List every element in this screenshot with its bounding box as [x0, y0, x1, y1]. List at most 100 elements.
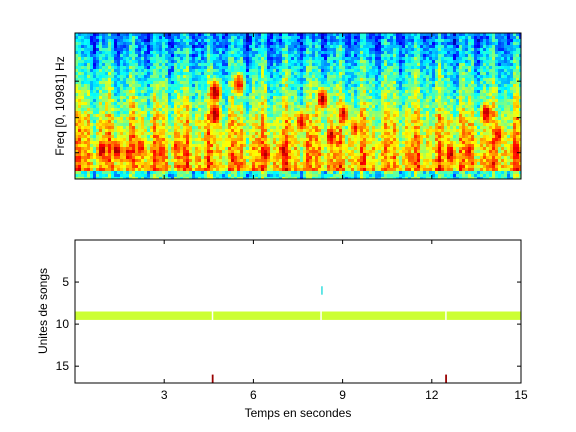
spectrogram-cell: [189, 135, 192, 138]
spectrogram-cell: [102, 48, 105, 51]
spectrogram-cell: [174, 39, 177, 42]
spectrogram-cell: [186, 120, 189, 123]
spectrogram-cell: [318, 123, 321, 126]
spectrogram-cell: [141, 48, 144, 51]
spectrogram-cell: [339, 81, 342, 84]
spectrogram-cell: [330, 174, 333, 177]
spectrogram-cell: [297, 126, 300, 129]
spectrogram-cell: [285, 96, 288, 99]
spectrogram-cell: [261, 168, 264, 171]
spectrogram-cell: [336, 75, 339, 78]
spectrogram-cell: [357, 93, 360, 96]
spectrogram-cell: [216, 90, 219, 93]
spectrogram-cell: [87, 75, 90, 78]
spectrogram-cell: [366, 102, 369, 105]
spectrogram-cell: [198, 99, 201, 102]
spectrogram-cell: [195, 159, 198, 162]
spectrogram-cell: [273, 147, 276, 150]
spectrogram-cell: [366, 114, 369, 117]
spectrogram-cell: [267, 168, 270, 171]
spectrogram-cell: [156, 105, 159, 108]
spectrogram-cell: [141, 126, 144, 129]
spectrogram-cell: [315, 60, 318, 63]
spectrogram-cell: [165, 102, 168, 105]
spectrogram-cell: [126, 57, 129, 60]
spectrogram-cell: [306, 156, 309, 159]
spectrogram-cell: [315, 48, 318, 51]
spectrogram-cell: [192, 153, 195, 156]
spectrogram-cell: [123, 36, 126, 39]
spectrogram-cell: [162, 36, 165, 39]
spectrogram-cell: [144, 135, 147, 138]
spectrogram-cell: [234, 114, 237, 117]
spectrogram-cell: [123, 81, 126, 84]
spectrogram-cell: [309, 168, 312, 171]
spectrogram-cell: [225, 90, 228, 93]
spectrogram-cell: [366, 168, 369, 171]
spectrogram-cell: [93, 57, 96, 60]
spectrogram-cell: [261, 138, 264, 141]
spectrogram-cell: [156, 153, 159, 156]
spectrogram-cell: [363, 102, 366, 105]
spectrogram-cell: [75, 129, 78, 132]
spectrogram-cell: [342, 84, 345, 87]
spectrogram-cell: [255, 114, 258, 117]
spectrogram-cell: [330, 102, 333, 105]
spectrogram-cell: [342, 102, 345, 105]
spectrogram-cell: [114, 129, 117, 132]
spectrogram-cell: [324, 150, 327, 153]
spectrogram-cell: [249, 132, 252, 135]
spectrogram-cell: [168, 135, 171, 138]
spectrogram-cell: [375, 129, 378, 132]
spectrogram-cell: [225, 168, 228, 171]
spectrogram-cell: [243, 144, 246, 147]
spectrogram-cell: [327, 150, 330, 153]
spectrogram-cell: [234, 156, 237, 159]
spectrogram-cell: [291, 93, 294, 96]
spectrogram-cell: [288, 93, 291, 96]
spectrogram-cell: [231, 51, 234, 54]
spectrogram-cell: [288, 72, 291, 75]
spectrogram-cell: [273, 120, 276, 123]
spectrogram-cell: [252, 114, 255, 117]
spectrogram-cell: [120, 93, 123, 96]
spectrogram-cell: [267, 36, 270, 39]
spectrogram-cell: [120, 102, 123, 105]
spectrogram-cell: [345, 141, 348, 144]
spectrogram-cell: [288, 33, 291, 36]
spectrogram-cell: [204, 33, 207, 36]
spectrogram-cell: [156, 126, 159, 129]
spectrogram-cell: [366, 165, 369, 168]
spectrogram-cell: [168, 141, 171, 144]
spectrogram-cell: [90, 81, 93, 84]
spectrogram-cell: [222, 96, 225, 99]
spectrogram-cell: [213, 75, 216, 78]
spectrogram-cell: [186, 141, 189, 144]
spectrogram-cell: [306, 126, 309, 129]
spectrogram-cell: [123, 57, 126, 60]
spectrogram-cell: [228, 90, 231, 93]
spectrogram-cell: [135, 150, 138, 153]
spectrogram-cell: [306, 54, 309, 57]
spectrogram-cell: [258, 129, 261, 132]
spectrogram-cell: [288, 156, 291, 159]
spectrogram-cell: [96, 156, 99, 159]
spectrogram-cell: [333, 111, 336, 114]
spectrogram-cell: [363, 96, 366, 99]
spectrogram-cell: [150, 90, 153, 93]
spectrogram-cell: [327, 99, 330, 102]
spectrogram-cell: [114, 114, 117, 117]
spectrogram-cell: [303, 105, 306, 108]
spectrogram-cell: [105, 66, 108, 69]
spectrogram-cell: [288, 177, 291, 179]
spectrogram-cell: [273, 114, 276, 117]
spectrogram-cell: [102, 75, 105, 78]
spectrogram-cell: [108, 168, 111, 171]
spectrogram-cell: [348, 87, 351, 90]
spectrogram-cell: [186, 150, 189, 153]
spectrogram-cell: [303, 36, 306, 39]
spectrogram-cell: [300, 165, 303, 168]
spectrogram-cell: [189, 87, 192, 90]
spectrogram-cell: [348, 78, 351, 81]
spectrogram-cell: [303, 117, 306, 120]
